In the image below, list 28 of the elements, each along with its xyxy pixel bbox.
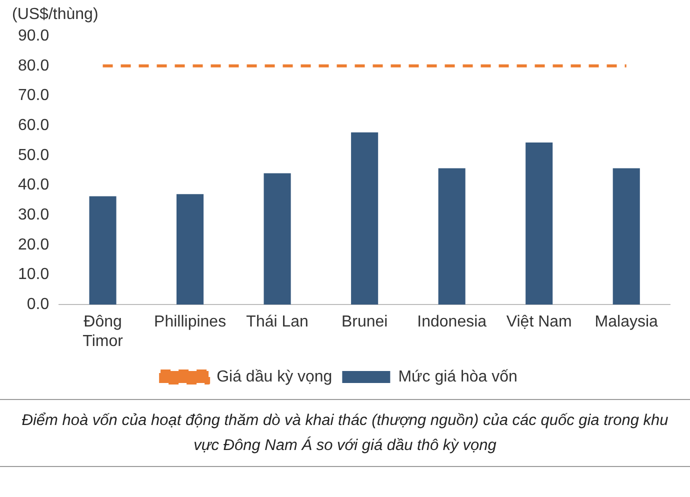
bar: [438, 168, 466, 305]
y-tick-label: 20.0: [18, 236, 50, 254]
x-tick-label: Thái Lan: [246, 314, 308, 331]
y-tick-label: 40.0: [18, 176, 50, 194]
x-tick-label: Malaysia: [594, 314, 658, 331]
y-axis-title: (US$/thùng): [12, 6, 98, 24]
bar: [264, 173, 291, 305]
bar: [526, 142, 553, 305]
y-tick-label: 90.0: [18, 27, 50, 44]
legend-label: Mức giá hòa vốn: [398, 368, 518, 386]
y-tick-label: 70.0: [18, 87, 50, 104]
legend-label: Giá dầu kỳ vọng: [216, 368, 332, 386]
y-tick-label: 30.0: [18, 206, 50, 224]
bar: [176, 194, 204, 305]
y-tick-label: 0.0: [26, 296, 50, 314]
y-tick-label: 50.0: [18, 146, 50, 164]
bar: [89, 196, 116, 305]
y-tick-label: 10.0: [18, 266, 50, 284]
y-tick-label: 80.0: [18, 57, 50, 74]
x-tick-label: Việt Nam: [506, 314, 572, 331]
text: Điểm hoà vốn của hoạt động thăm dò và khai thác (thượng nguồn) của các quốc gia trong khu vực Đông Nam Á so với giá dầu thô kỳ vọng: [0, 399, 690, 467]
x-tick-label: Brunei: [341, 314, 388, 331]
x-tick-label: Indonesia: [417, 314, 487, 331]
bar: [612, 168, 640, 305]
x-tick-label: Đông Timor: [82, 314, 124, 350]
x-tick-label: Phillipines: [154, 314, 226, 331]
bar: [351, 132, 378, 305]
y-tick-label: 60.0: [18, 116, 50, 134]
